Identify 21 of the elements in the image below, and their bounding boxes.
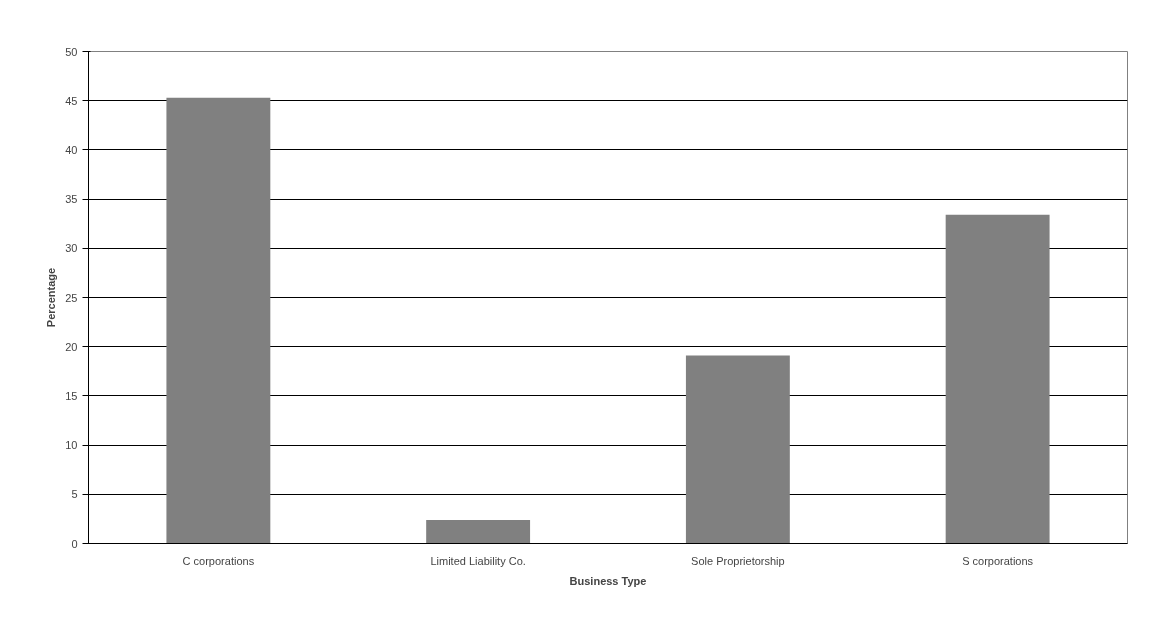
y-tick-label: 20 — [65, 340, 78, 353]
x-tick-label: Limited Liability Co. — [430, 554, 526, 567]
y-tick-label: 45 — [65, 94, 78, 107]
x-tick-label: Sole Proprietorship — [691, 554, 785, 567]
y-tick-label: 15 — [65, 389, 78, 402]
y-axis-title: Percentage — [45, 267, 58, 328]
y-tick-label: 0 — [71, 537, 78, 550]
y-tick-label: 35 — [65, 193, 78, 206]
bar — [945, 214, 1050, 544]
y-tick-label: 30 — [65, 242, 78, 255]
x-tick-label: S corporations — [962, 554, 1034, 567]
bar — [166, 97, 271, 544]
bar — [426, 519, 531, 544]
y-tick-label: 40 — [65, 143, 78, 156]
bar — [685, 355, 790, 544]
y-tick-label: 50 — [65, 45, 78, 58]
y-tick-label: 10 — [65, 439, 78, 452]
x-axis-title: Business Type — [569, 574, 647, 587]
x-tick-label: C corporations — [182, 554, 255, 567]
y-tick-label: 5 — [71, 488, 78, 501]
y-tick-label: 25 — [65, 291, 78, 304]
